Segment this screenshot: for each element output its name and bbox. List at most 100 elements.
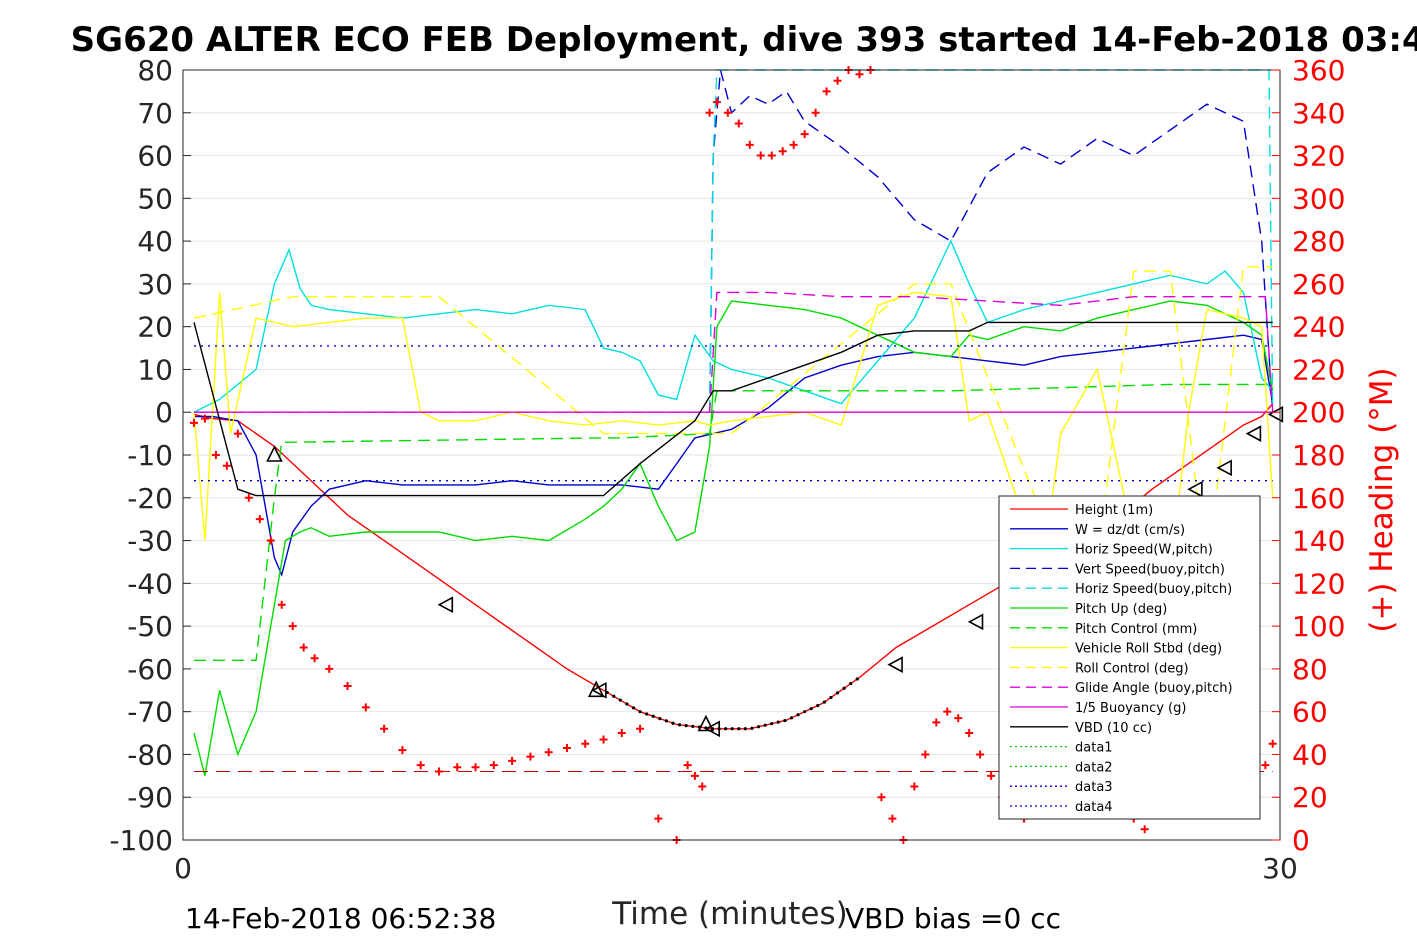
heading-marker (1140, 825, 1149, 834)
y2-tick-label: 0 (1292, 824, 1310, 857)
series-line-3 (708, 69, 1274, 413)
heading-marker (544, 748, 553, 757)
sample-dot (724, 727, 728, 731)
sample-dot (796, 713, 800, 717)
y-tick-label: -80 (127, 738, 173, 771)
heading-marker (833, 76, 842, 85)
y2-tick-label: 320 (1292, 140, 1345, 173)
y-tick-label: -60 (127, 653, 173, 686)
triangle-up-marker (587, 680, 605, 698)
heading-marker (888, 814, 897, 823)
y-tick-label: 70 (137, 97, 173, 130)
heading-marker (310, 654, 319, 663)
sample-dot (631, 706, 636, 710)
legend-label: VBD (10 cc) (1075, 721, 1152, 736)
heading-marker (723, 108, 732, 117)
sample-dot (658, 716, 662, 721)
y2-tick-label: 120 (1292, 567, 1345, 600)
y-tick-label: 0 (155, 396, 173, 429)
y2-tick-label: 40 (1292, 738, 1328, 771)
y-tick-label: -50 (127, 610, 173, 643)
y2-tick-label: 340 (1292, 97, 1345, 130)
heading-marker (343, 682, 352, 690)
heading-marker (508, 756, 517, 765)
legend-box (998, 495, 1261, 820)
heading-marker (599, 735, 608, 744)
y-tick-label: -90 (127, 781, 173, 814)
series-line-11 (193, 321, 1273, 497)
heading-marker (987, 771, 996, 780)
sample-dot (855, 677, 859, 681)
sample-dot (664, 719, 669, 723)
triangle-left-marker (591, 681, 607, 699)
triangle-up-marker (697, 714, 715, 732)
heading-marker (910, 782, 919, 791)
y2-tick-label: 360 (1292, 54, 1345, 87)
heading-marker (325, 664, 334, 673)
heading-marker (683, 761, 692, 770)
sample-dot (756, 725, 761, 729)
sample-dot (816, 703, 820, 708)
x-tick-label: 30 (1262, 852, 1298, 885)
heading-marker (581, 739, 590, 748)
left-axis-ticks: 80 70 60 50 40 30 20 10 0 -10 -20 -30 -40 -50 -60 -70 -8… (109, 54, 191, 857)
footer-vbd-bias: VBD bias =0 cc (845, 902, 1061, 935)
footer-timestamp: 14-Feb-2018 06:52:38 (185, 902, 496, 935)
legend-label: W = dz/dt (cm/s) (1075, 523, 1185, 538)
series-line-7 (193, 291, 1274, 577)
sample-dot (625, 702, 629, 706)
legend-label: data3 (1075, 780, 1113, 795)
sample-dot (763, 723, 767, 727)
y-tick-label: 10 (137, 353, 173, 386)
series-line-9 (194, 291, 1274, 413)
sample-dot (618, 698, 622, 702)
y2-tick-label: 200 (1292, 396, 1345, 429)
heading-marker (636, 724, 645, 733)
sample-dot (770, 722, 774, 726)
heading-marker (222, 461, 231, 470)
sample-dot (743, 727, 747, 731)
triangle-left-marker (1267, 406, 1284, 423)
sample-dot (803, 710, 807, 714)
y-tick-label: -70 (127, 696, 173, 729)
legend-label: Glide Angle (buoy,pitch) (1075, 681, 1233, 696)
y-tick-label: 20 (137, 311, 173, 344)
legend-label: Horiz Speed(W,pitch) (1075, 543, 1213, 558)
heading-marker (778, 147, 787, 156)
heading-marker (277, 600, 286, 609)
legend-label: Pitch Up (deg) (1075, 602, 1167, 617)
sample-dot (677, 723, 682, 727)
y-tick-label: -100 (109, 824, 173, 857)
legend-label: Vehicle Roll Stbd (deg) (1075, 642, 1222, 657)
heading-marker (932, 718, 941, 727)
x-axis-label: Time (minutes) (611, 896, 847, 932)
heading-marker (255, 515, 264, 524)
y2-tick-label: 260 (1292, 268, 1345, 301)
heading-marker (654, 814, 663, 823)
heading-marker (811, 108, 820, 117)
sample-dot (849, 682, 853, 686)
heading-marker (244, 493, 253, 502)
legend-label: Horiz Speed(buoy,pitch) (1075, 582, 1232, 597)
heading-marker (705, 108, 714, 117)
sample-dot (605, 690, 609, 695)
y2-tick-label: 220 (1292, 353, 1345, 386)
series-line-8 (193, 266, 1273, 575)
sample-dot (750, 726, 754, 730)
heading-marker (299, 643, 308, 652)
sample-dot (809, 706, 813, 711)
y-tick-label: -20 (127, 482, 173, 515)
heading-marker (690, 771, 699, 780)
sample-dot (717, 727, 721, 731)
sample-dot (612, 694, 616, 698)
heading-marker (698, 782, 707, 791)
y-tick-label: -40 (127, 567, 173, 600)
heading-marker (712, 98, 721, 107)
triangle-left-marker (967, 613, 984, 631)
legend-label: 1/5 Buoyancy (g) (1075, 701, 1186, 716)
heading-marker (489, 761, 498, 770)
heading-marker (617, 729, 626, 738)
y2-tick-label: 20 (1292, 781, 1328, 814)
heading-marker (526, 752, 535, 761)
legend-label: Vert Speed(buoy,pitch) (1075, 562, 1225, 577)
